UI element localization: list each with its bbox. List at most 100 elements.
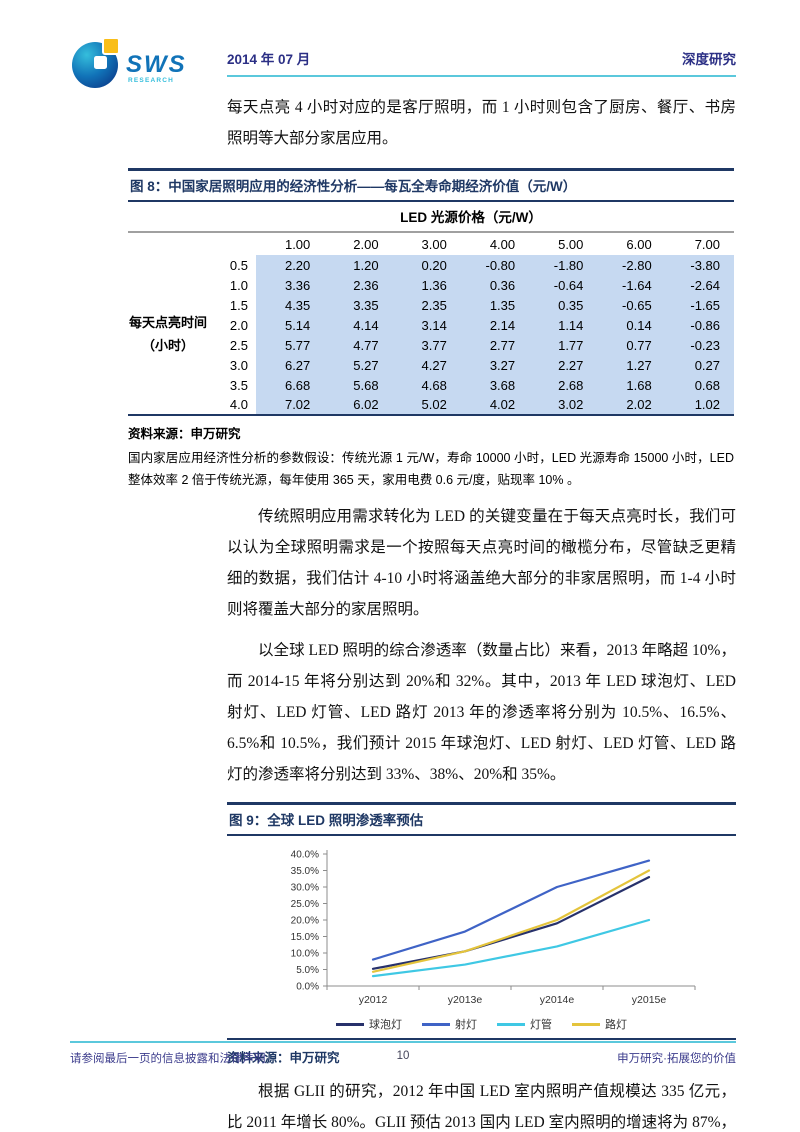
- x-tick-label: y2012: [358, 994, 387, 1006]
- table-value-cell: 6.02: [324, 395, 393, 415]
- y-tick-label: 20.0%: [290, 916, 318, 927]
- table-value-cell: 4.35: [256, 295, 325, 315]
- table-hour-cell: 2.5: [229, 337, 248, 353]
- chart-line: [371, 875, 650, 970]
- table-value-cell: 1.68: [597, 375, 666, 395]
- table-value-cell: 3.68: [460, 375, 530, 395]
- y-tick-label: 40.0%: [290, 850, 318, 861]
- x-tick-label: y2013e: [447, 994, 482, 1006]
- table-value-cell: 2.02: [597, 395, 666, 415]
- chart-line: [371, 859, 650, 961]
- chart-line: [371, 869, 650, 973]
- legend-line-icon: [497, 1022, 525, 1026]
- table-value-cell: 1.36: [392, 275, 461, 295]
- table-value-cell: 5.77: [256, 335, 325, 355]
- table-hour-cell: 1.5: [229, 297, 248, 313]
- table-group-header-row: LED 光源价格（元/W）: [128, 202, 734, 233]
- x-tick-label: y2014e: [539, 994, 574, 1006]
- table-value-cell: 2.77: [460, 335, 530, 355]
- y-tick-label: 15.0%: [290, 932, 318, 943]
- table-value-cell: 1.20: [324, 255, 393, 275]
- logo-square-icon: [102, 37, 120, 55]
- table-value-cell: 2.35: [392, 295, 461, 315]
- table-column-header: 4.00: [489, 237, 516, 252]
- legend-item: 球泡灯: [336, 1016, 402, 1032]
- table-row: 4.0 7.02 6.02 5.02 4.02 3.02 2.02 1.02: [128, 395, 734, 415]
- figure8-title: 图 8：中国家居照明应用的经济性分析——每瓦全寿命期经济价值（元/W）: [128, 168, 734, 202]
- table-value-cell: 4.02: [460, 395, 530, 415]
- table-value-cell: -0.23: [665, 335, 734, 355]
- figure9-source: 资料来源：申万研究: [227, 1051, 340, 1065]
- table-row: 3.5 6.68 5.68 4.68 3.68 2.68 1.68 0.68: [128, 375, 734, 395]
- table-value-cell: 0.68: [665, 375, 734, 395]
- table-value-cell: 2.14: [460, 315, 530, 335]
- footer-slogan: 申万研究·拓展您的价值: [617, 1053, 737, 1065]
- table-value-cell: -1.65: [665, 295, 734, 315]
- table-value-cell: 4.68: [392, 375, 461, 395]
- table-column-header: 3.00: [421, 237, 447, 252]
- legend-line-icon: [572, 1022, 600, 1026]
- table-spacer-cell: [128, 202, 208, 233]
- table-value-cell: 0.14: [597, 315, 666, 335]
- legend-label: 灯管: [530, 1019, 552, 1031]
- table-value-cell: 0.36: [460, 275, 530, 295]
- table-value-cell: -2.64: [665, 275, 734, 295]
- table-value-cell: 3.35: [324, 295, 393, 315]
- table-value-cell: 5.68: [324, 375, 393, 395]
- figure8-footnote: 国内家居应用经济性分析的参数假设：传统光源 1 元/W，寿命 10000 小时，…: [128, 451, 734, 487]
- logo-subtext: RESEARCH: [128, 77, 174, 84]
- table-value-cell: -2.80: [597, 255, 666, 275]
- legend-item: 灯管: [497, 1016, 552, 1032]
- figure8-table: LED 光源价格（元/W） 1.00 2.00 3.00 4.00 5.00 6.00 7.…: [128, 202, 734, 416]
- table-value-cell: 3.77: [392, 335, 461, 355]
- table-value-cell: 3.02: [529, 395, 598, 415]
- y-tick-label: 5.0%: [296, 965, 319, 976]
- table-value-cell: 0.20: [392, 255, 461, 275]
- table-row: 2.5 5.77 4.77 3.77 2.77 1.77 0.77 -0.23: [128, 335, 734, 355]
- legend-label: 射灯: [455, 1019, 477, 1031]
- logo-notch-icon: [94, 56, 107, 69]
- legend-label: 球泡灯: [369, 1019, 402, 1031]
- table-value-cell: 0.35: [529, 295, 598, 315]
- table-value-cell: 1.35: [460, 295, 530, 315]
- page-footer: 请参阅最后一页的信息披露和法律声明 10 申万研究·拓展您的价值: [70, 1041, 736, 1066]
- table-column-header-row: 1.00 2.00 3.00 4.00 5.00 6.00 7.00: [128, 232, 734, 255]
- table-value-cell: -0.64: [529, 275, 598, 295]
- y-tick-label: 0.0%: [296, 982, 319, 993]
- table-value-cell: -1.80: [529, 255, 598, 275]
- page-number: 10: [396, 1050, 410, 1062]
- chart-line: [371, 918, 650, 978]
- chart-legend: 球泡灯 射灯 灯管 路灯: [227, 1016, 736, 1032]
- sws-logo-graphic: SWS RESEARCH: [72, 37, 185, 88]
- table-value-cell: 4.27: [392, 355, 461, 375]
- table-group-header: LED 光源价格（元/W）: [208, 202, 734, 233]
- table-value-cell: 7.02: [256, 395, 325, 415]
- penetration-chart: 0.0% 5.0% 10.0% 15.0% 20.0% 25.0% 30.0% 35.0% 40…: [227, 836, 736, 1040]
- legend-item: 路灯: [572, 1016, 627, 1032]
- legend-line-icon: [422, 1022, 450, 1026]
- y-tick-label: 35.0%: [290, 866, 318, 877]
- footer-disclaimer: 请参阅最后一页的信息披露和法律声明: [70, 1053, 266, 1065]
- table-value-cell: 1.27: [597, 355, 666, 375]
- table-value-cell: 6.68: [256, 375, 325, 395]
- legend-line-icon: [336, 1022, 364, 1026]
- table-rowgroup-label: 每天点亮时间 （小时）: [128, 315, 207, 353]
- table-value-cell: 5.27: [324, 355, 393, 375]
- page-content: 每天点亮 4 小时对应的是客厅照明，而 1 小时则包含了厨房、餐厅、书房照明等大…: [0, 88, 800, 1132]
- table-value-cell: 5.02: [392, 395, 461, 415]
- table-body: 每天点亮时间 （小时） 0.5 2.20 1.20 0.20 -0.80 -1.80 -2.80…: [128, 255, 734, 415]
- body-paragraph: 根据 GLII 的研究，2012 年中国 LED 室内照明产值规模达 335 亿…: [227, 1083, 736, 1131]
- sws-logo: SWS RESEARCH: [70, 36, 188, 95]
- table-hour-cell: 1.0: [229, 277, 248, 293]
- table-value-cell: 2.20: [256, 255, 325, 275]
- table-hour-cell: 4.0: [229, 397, 248, 412]
- legend-label: 路灯: [605, 1019, 627, 1031]
- table-column-header: 7.00: [694, 237, 720, 252]
- report-date: 2014 年 07 月: [227, 52, 311, 67]
- table-hour-cell: 2.0: [229, 317, 248, 333]
- table-column-header: 5.00: [558, 237, 584, 252]
- y-tick-label: 25.0%: [290, 899, 318, 910]
- table-row: 3.0 6.27 5.27 4.27 3.27 2.27 1.27 0.27: [128, 355, 734, 375]
- table-hour-cell: 0.5: [229, 257, 248, 273]
- table-value-cell: 0.27: [665, 355, 734, 375]
